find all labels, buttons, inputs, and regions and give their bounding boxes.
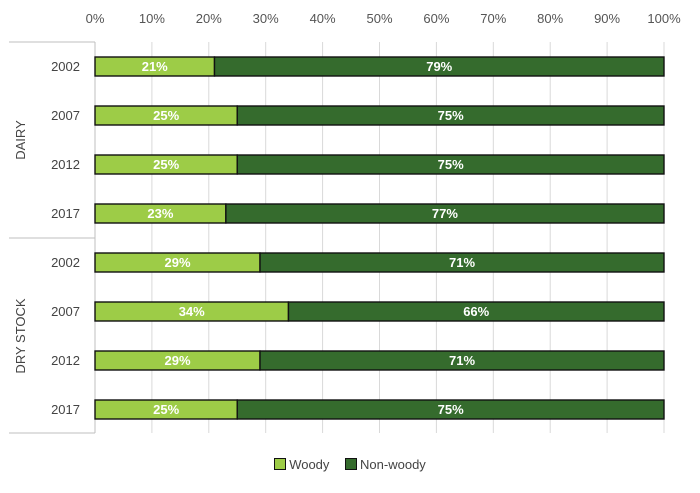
bar-segment: [259, 252, 665, 273]
legend-item-non-woody: Non-woody: [345, 457, 426, 472]
category-label: 2002: [51, 255, 80, 270]
bars: [94, 56, 665, 420]
x-tick-label: 60%: [423, 11, 449, 26]
legend-label-non-woody: Non-woody: [360, 457, 426, 472]
legend-item-woody: Woody: [274, 457, 329, 472]
x-tick-label: 90%: [594, 11, 620, 26]
data-label: 21%: [142, 59, 168, 74]
data-label: 25%: [153, 402, 179, 417]
data-label: 71%: [449, 353, 475, 368]
x-tick-label: 80%: [537, 11, 563, 26]
bar-segment: [259, 350, 665, 371]
data-labels: 21% 79% 25% 75% 25% 75% 23% 77% 29% 71% 34% 66% 29% 7…: [142, 59, 490, 417]
data-label: 29%: [164, 353, 190, 368]
legend: Woody Non-woody: [0, 457, 700, 472]
category-label: 2012: [51, 353, 80, 368]
bar-segment: [236, 105, 665, 126]
bar-segment: [225, 203, 665, 224]
x-tick-label: 40%: [310, 11, 336, 26]
data-label: 25%: [153, 108, 179, 123]
category-label: 2007: [51, 108, 80, 123]
legend-swatch-non-woody: [345, 458, 358, 470]
data-label: 71%: [449, 255, 475, 270]
x-axis-ticks: 0% 10% 20% 30% 40% 50% 60% 70% 80% 90% 100%: [86, 11, 681, 26]
x-tick-label: 100%: [647, 11, 681, 26]
x-tick-label: 50%: [366, 11, 392, 26]
category-label: 2002: [51, 59, 80, 74]
legend-label-woody: Woody: [289, 457, 330, 472]
legend-swatch-woody: [274, 458, 287, 470]
x-tick-label: 0%: [86, 11, 105, 26]
data-label: 34%: [179, 304, 205, 319]
data-label: 77%: [432, 206, 458, 221]
data-label: 79%: [426, 59, 452, 74]
group-label: DRY STOCK: [13, 298, 28, 373]
x-tick-label: 30%: [253, 11, 279, 26]
group-labels: DAIRY DRY STOCK: [13, 120, 28, 374]
data-label: 75%: [438, 157, 464, 172]
bar-segment: [213, 56, 665, 77]
category-label: 2007: [51, 304, 80, 319]
category-label: 2012: [51, 157, 80, 172]
x-tick-label: 10%: [139, 11, 165, 26]
category-label: 2017: [51, 206, 80, 221]
data-label: 23%: [147, 206, 173, 221]
x-tick-label: 20%: [196, 11, 222, 26]
data-label: 75%: [438, 108, 464, 123]
data-label: 25%: [153, 157, 179, 172]
bar-segment: [236, 399, 665, 420]
data-label: 66%: [463, 304, 489, 319]
data-label: 75%: [438, 402, 464, 417]
bar-segment: [287, 301, 665, 322]
group-label: DAIRY: [13, 120, 28, 160]
gridlines: [94, 42, 665, 433]
category-labels: 2002 2007 2012 2017 2002 2007 2012 2017: [51, 59, 80, 417]
category-label: 2017: [51, 402, 80, 417]
bar-segment: [236, 154, 665, 175]
data-label: 29%: [164, 255, 190, 270]
stacked-bar-chart: 0% 10% 20% 30% 40% 50% 60% 70% 80% 90% 100% DAIRYD…: [9, 11, 681, 434]
x-tick-label: 70%: [480, 11, 506, 26]
